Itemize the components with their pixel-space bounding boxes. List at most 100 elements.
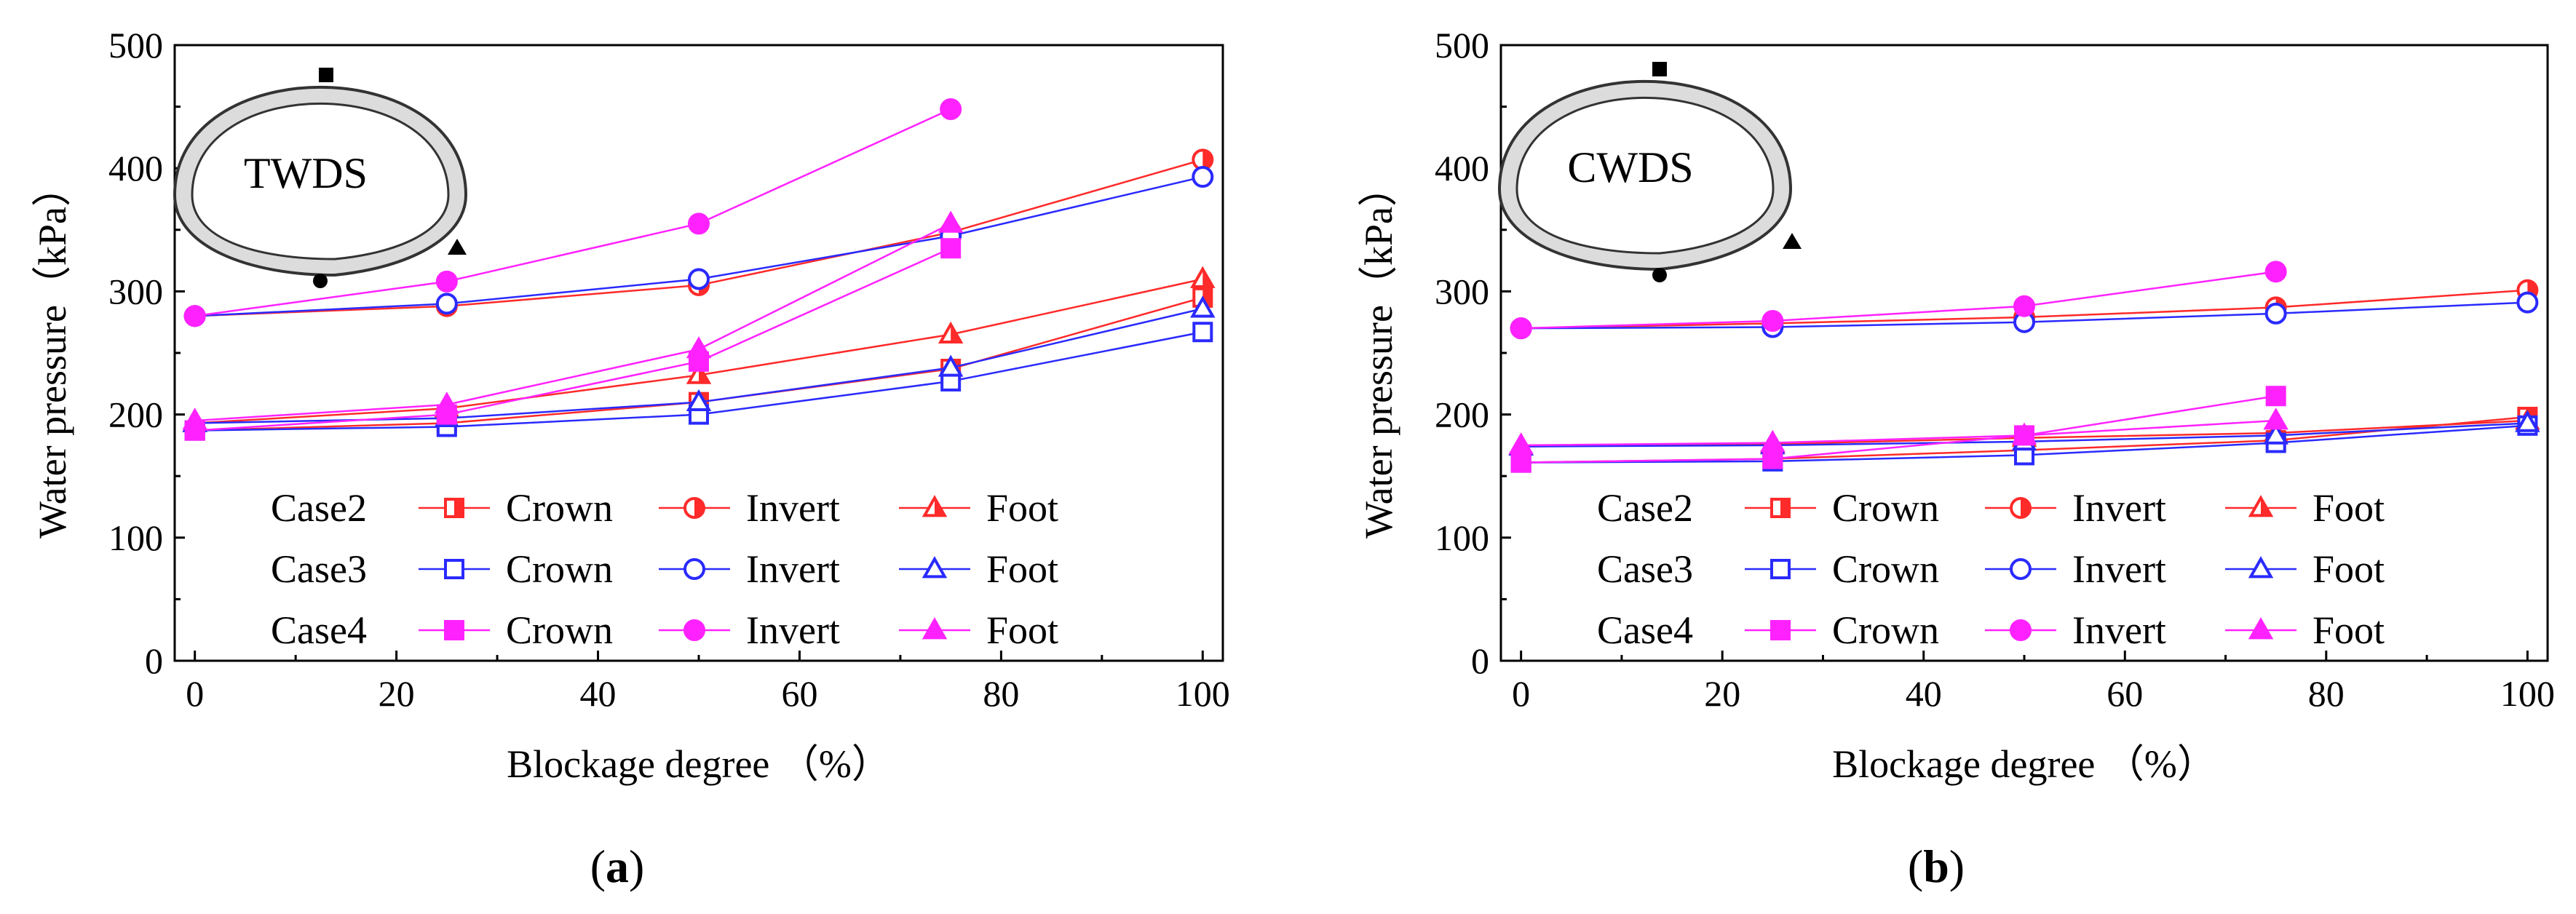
data-point xyxy=(2264,261,2287,283)
data-point xyxy=(2263,408,2288,430)
legend-item-label: Invert xyxy=(746,608,840,652)
data-point xyxy=(2013,295,2035,317)
x-tick-label: 100 xyxy=(2500,673,2555,714)
y-tick-label: 0 xyxy=(1471,640,1489,681)
legend-item-label: Foot xyxy=(2313,486,2385,530)
inset-label: CWDS xyxy=(1567,143,1693,191)
y-tick-label: 300 xyxy=(1435,271,1489,311)
y-tick-label: 200 xyxy=(108,394,163,435)
y-tick-label: 500 xyxy=(108,25,163,65)
x-tick-label: 0 xyxy=(186,673,204,714)
legend-marker xyxy=(922,556,948,579)
x-tick-label: 40 xyxy=(580,673,617,714)
legend-item-label: Foot xyxy=(986,547,1058,591)
legend-marker xyxy=(444,559,464,579)
legend-item-label: Invert xyxy=(2072,547,2166,591)
data-point xyxy=(940,98,962,120)
y-axis-label: Water pressure（kPa） xyxy=(31,167,74,539)
data-point xyxy=(938,210,964,233)
legend-item-label: Crown xyxy=(506,486,613,530)
legend-marker xyxy=(2248,617,2274,640)
x-tick-label: 80 xyxy=(2308,673,2345,714)
series-line-case4-crown xyxy=(1521,394,2276,464)
data-point xyxy=(686,389,712,412)
data-point xyxy=(688,268,710,290)
data-point xyxy=(938,321,964,343)
series-line-case4-foot xyxy=(1521,419,2276,447)
legend-item-label: Crown xyxy=(506,608,613,652)
legend: Case2 Crown Invert Foot Case3 Crown Invert Foot… xyxy=(271,486,1058,652)
y-tick-label: 100 xyxy=(1435,517,1489,558)
data-point xyxy=(1760,429,1786,452)
data-point xyxy=(1192,166,1214,188)
x-tick-label: 40 xyxy=(1906,673,1942,714)
y-tick-label: 400 xyxy=(108,148,163,188)
legend-marker xyxy=(683,497,705,519)
x-tick-label: 20 xyxy=(379,673,415,714)
legend-item-label: Foot xyxy=(2313,608,2385,652)
tunnel-section-inset: TWDS xyxy=(173,68,468,288)
panel-label: (b) xyxy=(1908,841,1965,892)
y-tick-label: 400 xyxy=(1435,148,1489,188)
legend-item-label: Invert xyxy=(2072,608,2166,652)
legend-marker xyxy=(2248,556,2274,579)
data-point xyxy=(2264,302,2287,325)
foot-point-marker xyxy=(1783,233,1802,249)
x-axis-label: Blockage degree （%） xyxy=(507,742,891,786)
invert-point-marker xyxy=(313,274,328,288)
data-point xyxy=(1192,322,1213,343)
data-point xyxy=(435,270,458,293)
data-point xyxy=(2011,422,2037,445)
legend-marker xyxy=(1770,559,1791,579)
legend: Case2 Crown Invert Foot Case3 Crown Invert Foot… xyxy=(1597,486,2385,652)
data-point xyxy=(434,392,460,414)
data-point xyxy=(2516,291,2539,314)
legend-item-label: Foot xyxy=(986,608,1058,652)
legend-marker xyxy=(1770,620,1791,640)
y-tick-label: 100 xyxy=(108,517,163,558)
x-tick-label: 100 xyxy=(1176,673,1230,714)
data-point xyxy=(940,238,962,259)
data-point xyxy=(1762,448,1783,469)
data-point xyxy=(2515,410,2540,432)
legend-item-label: Crown xyxy=(1832,608,1939,652)
data-point xyxy=(688,212,710,235)
legend-marker xyxy=(922,495,948,517)
crown-point-marker xyxy=(319,68,333,82)
legend-marker xyxy=(2010,619,2032,641)
legend-marker xyxy=(2010,497,2032,519)
data-point xyxy=(1510,452,1531,473)
y-tick-label: 300 xyxy=(108,271,163,311)
legend-item-label: Foot xyxy=(2313,547,2385,591)
legend-marker xyxy=(683,558,705,580)
legend-case-label: Case2 xyxy=(1597,486,1693,530)
x-tick-label: 20 xyxy=(1704,673,1740,714)
data-point xyxy=(2263,422,2288,445)
legend-item-label: Crown xyxy=(506,547,613,591)
series-line-case4-foot xyxy=(194,223,951,422)
x-tick-label: 60 xyxy=(2107,673,2143,714)
legend-marker xyxy=(444,498,464,518)
data-point xyxy=(1761,310,1784,333)
legend-marker xyxy=(2010,558,2032,580)
legend-case-label: Case3 xyxy=(1597,547,1693,591)
legend-item-label: Invert xyxy=(746,547,840,591)
legend-case-label: Case4 xyxy=(1597,608,1693,652)
data-point xyxy=(1190,295,1216,318)
x-axis-label: Blockage degree （%） xyxy=(1832,742,2216,786)
x-tick-label: 80 xyxy=(983,673,1019,714)
legend-case-label: Case3 xyxy=(271,547,367,591)
data-point xyxy=(182,408,207,430)
series-line-case4-crown xyxy=(194,247,951,432)
y-tick-label: 200 xyxy=(1435,394,1489,435)
legend-case-label: Case2 xyxy=(271,486,367,530)
panel-letter: b xyxy=(1923,841,1949,892)
x-tick-label: 0 xyxy=(1512,673,1530,714)
legend-item-label: Invert xyxy=(2072,486,2166,530)
tunnel-lining-inner xyxy=(191,103,450,261)
data-point xyxy=(2265,386,2286,407)
y-tick-label: 0 xyxy=(145,640,163,681)
data-point xyxy=(435,293,458,315)
legend-item-label: Crown xyxy=(1832,486,1939,530)
